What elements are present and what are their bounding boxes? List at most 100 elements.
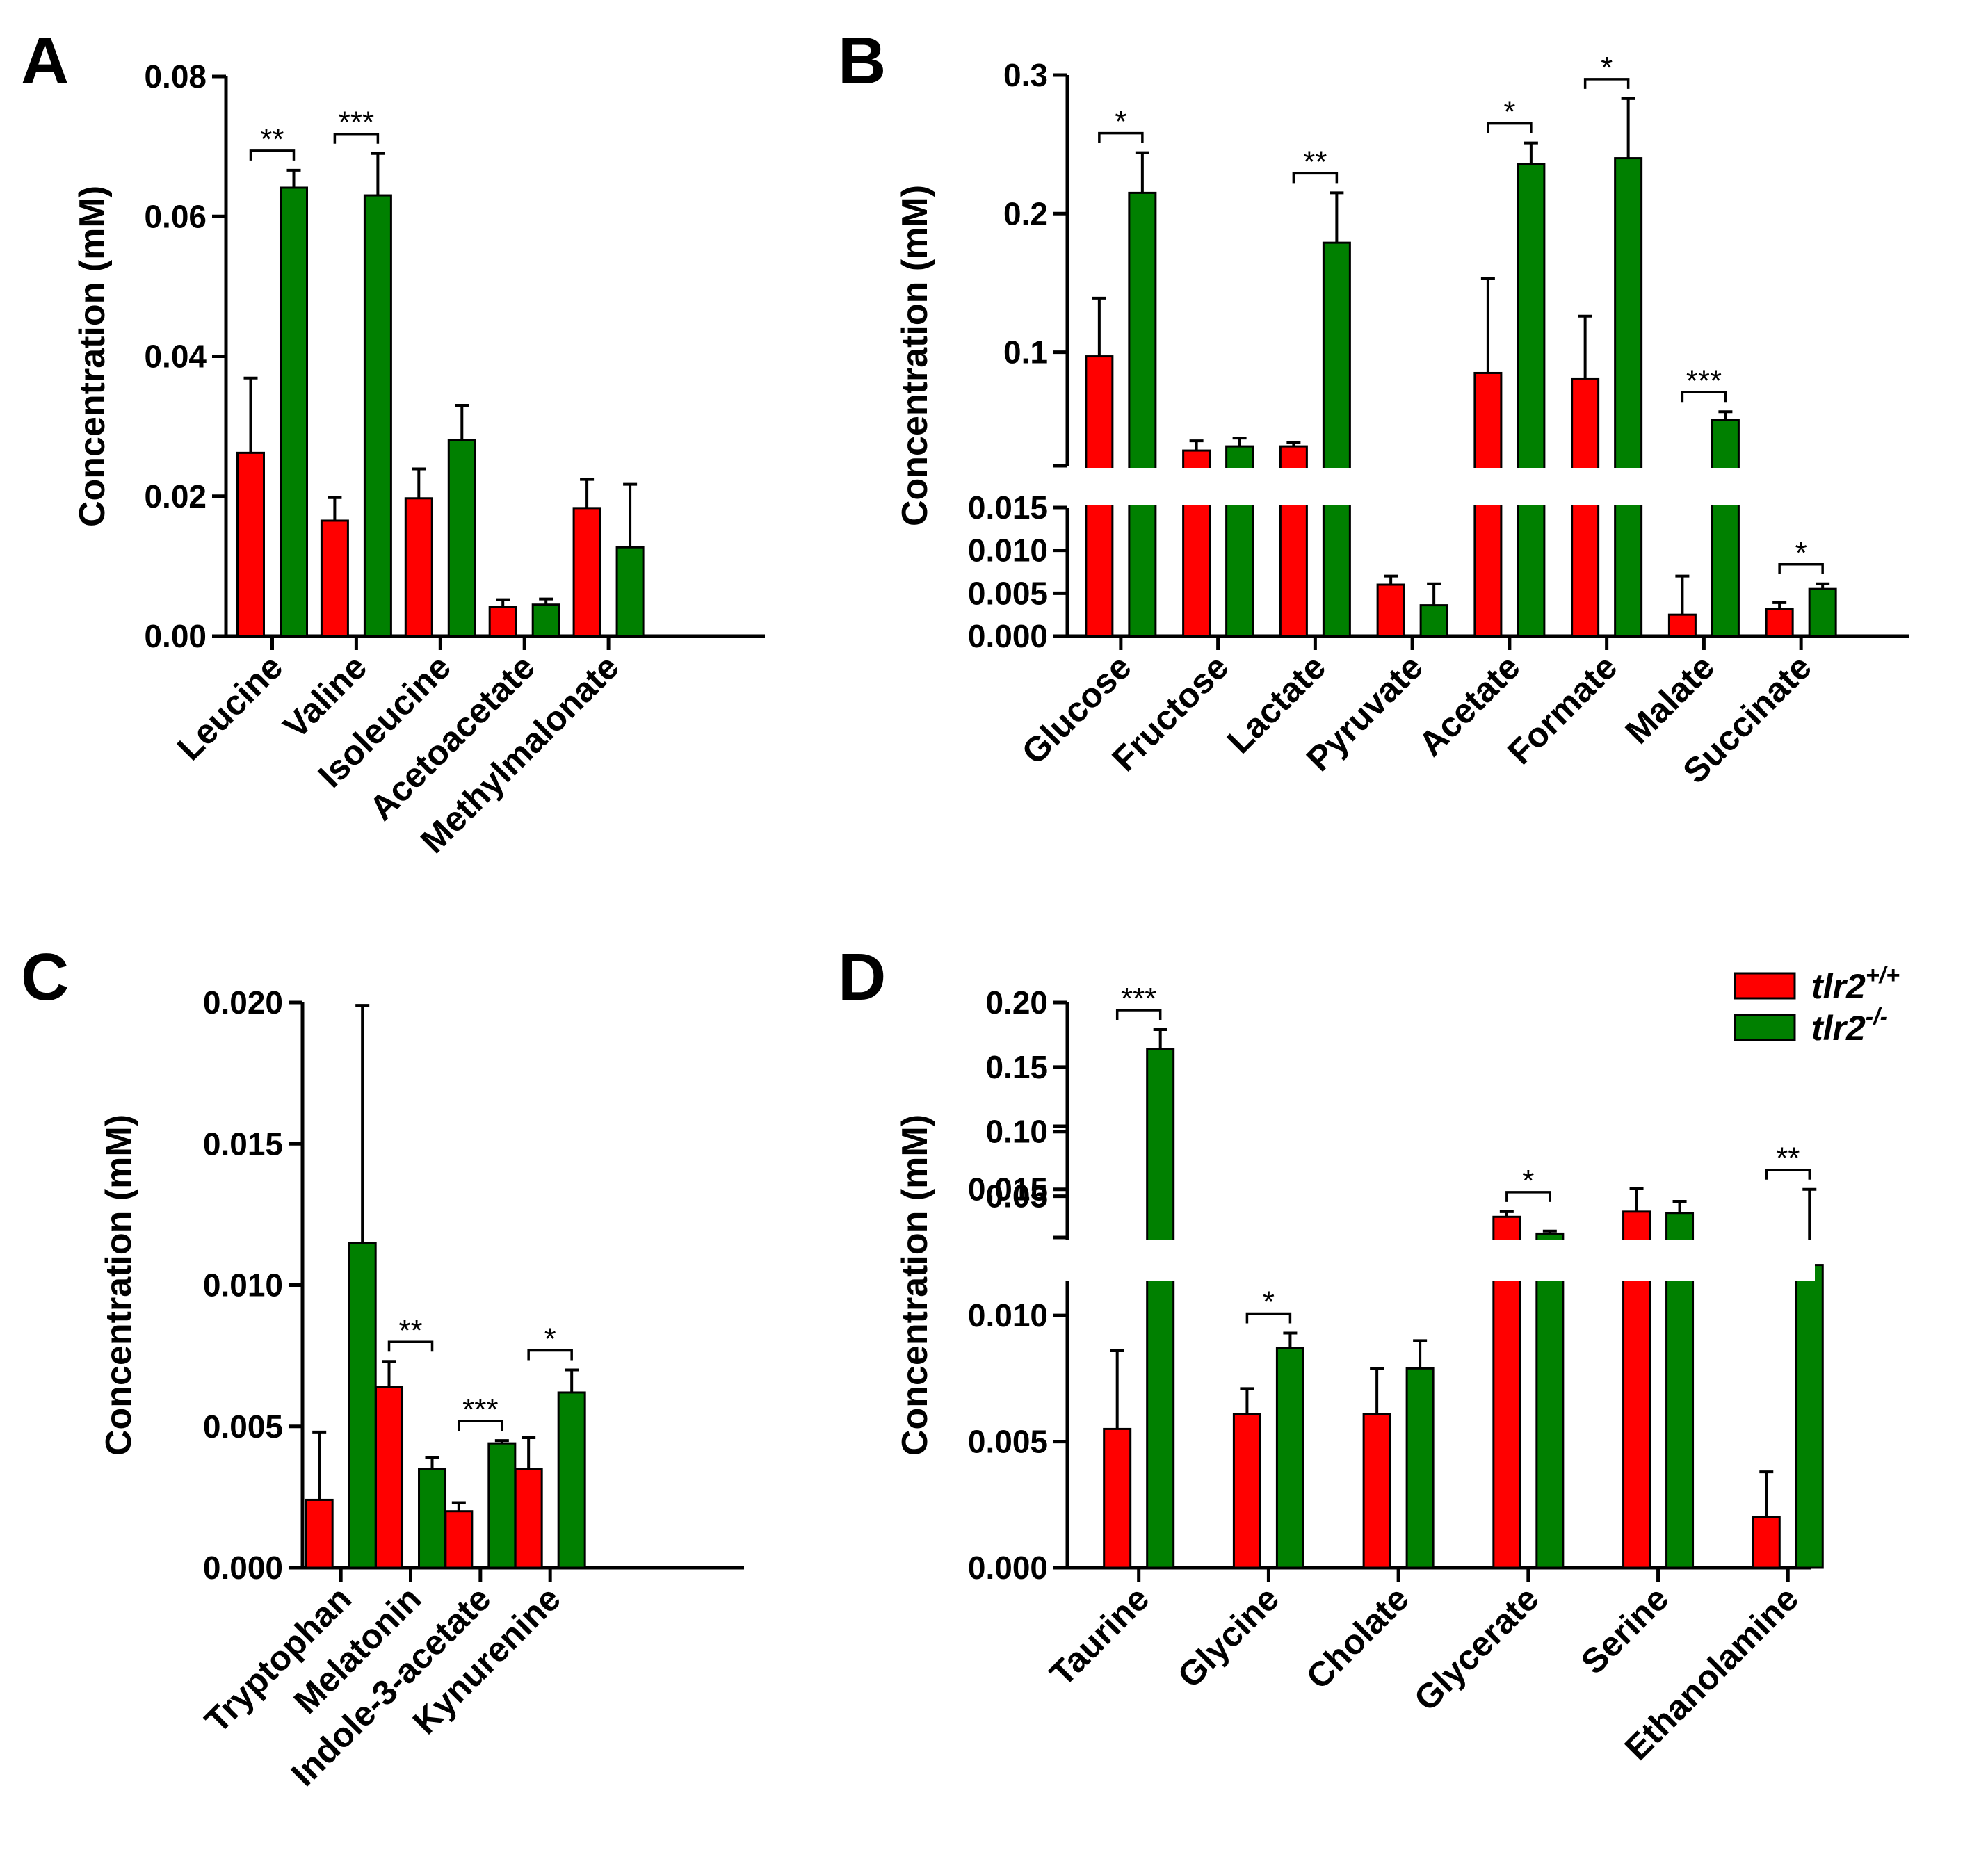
bar <box>1146 1048 1175 1569</box>
bar <box>1808 587 1837 638</box>
bar <box>1795 1264 1824 1569</box>
y-tick-label: 0.000 <box>968 618 1048 654</box>
y-tick-label: 0.015 <box>203 1126 283 1162</box>
significance-bracket <box>333 132 380 144</box>
x-tick-label: Cholate <box>1299 1579 1416 1696</box>
panel-letter: B <box>838 24 886 98</box>
significance-bracket <box>527 1349 573 1361</box>
y-tick-label: 0.20 <box>985 984 1048 1021</box>
y-tick-label: 0.020 <box>203 984 283 1021</box>
significance-label: ** <box>398 1313 422 1347</box>
bar <box>1322 241 1351 638</box>
x-tick-label: Taurine <box>1042 1579 1157 1694</box>
panel-letter: A <box>21 24 69 98</box>
y-tick-label: 0.015 <box>968 489 1048 526</box>
x-tick-label: Serine <box>1574 1579 1676 1682</box>
significance-label: * <box>1115 105 1126 139</box>
legend-swatch <box>1734 972 1796 1000</box>
significance-label: *** <box>1686 364 1722 398</box>
bar <box>363 194 392 638</box>
panel-letter: D <box>838 940 886 1014</box>
significance-bracket <box>1292 172 1339 184</box>
significance-bracket <box>1245 1312 1292 1324</box>
bar <box>514 1468 543 1569</box>
y-tick-label: 0.005 <box>968 1424 1048 1460</box>
significance-bracket <box>1098 131 1144 143</box>
axis-break-gap <box>1050 1240 1815 1281</box>
y-tick-label: 0.10 <box>985 1114 1048 1150</box>
significance-label: * <box>1601 51 1613 85</box>
panel-c: C Concentration (mM) 0.000 0.005 0.010 0.015 0… <box>21 940 744 1794</box>
axis-break-gap <box>1050 468 1912 505</box>
legend-label: tlr2-/- <box>1811 1004 1888 1048</box>
x-tick-label: Glycerate <box>1407 1579 1546 1719</box>
bar <box>236 451 265 638</box>
bar <box>1376 583 1405 638</box>
significance-label: * <box>1522 1164 1534 1198</box>
y-axis-label: Concentration (mM) <box>72 186 113 527</box>
significance-label: *** <box>1121 982 1156 1016</box>
bar <box>1362 1413 1391 1569</box>
bar <box>1571 377 1600 638</box>
bar <box>1103 1427 1132 1569</box>
y-tick-label: 0.04 <box>144 339 207 375</box>
bar <box>444 1510 474 1569</box>
y-tick-label: 0.015 <box>968 1171 1048 1208</box>
bar <box>1128 191 1157 638</box>
bar <box>488 606 517 638</box>
significance-bracket <box>1765 1168 1811 1180</box>
bar <box>572 507 601 638</box>
bar <box>1232 1413 1261 1569</box>
y-tick-label: 0.000 <box>968 1550 1048 1586</box>
y-tick-label: 0.010 <box>968 1297 1048 1333</box>
x-tick-label: Leucine <box>170 647 290 768</box>
y-tick-label: 0.15 <box>985 1049 1048 1085</box>
y-axis-label: Concentration (mM) <box>99 1114 139 1456</box>
bar <box>348 1242 377 1569</box>
y-tick-label: 0.08 <box>144 58 207 95</box>
significance-bracket <box>387 1340 434 1352</box>
bar <box>320 519 349 638</box>
legend-label: tlr2+/+ <box>1811 962 1900 1006</box>
bar <box>1711 419 1740 638</box>
y-tick-label: 0.02 <box>144 478 207 514</box>
bar <box>1419 604 1448 638</box>
significance-bracket <box>1681 391 1727 403</box>
y-axis-label: Concentration (mM) <box>895 1114 935 1456</box>
y-tick-label: 0.2 <box>1003 195 1048 232</box>
x-tick-label: Glycine <box>1170 1579 1286 1695</box>
bar <box>279 186 308 638</box>
significance-label: * <box>1795 536 1807 570</box>
panel-letter: C <box>21 940 69 1014</box>
y-tick-label: 0.05 <box>985 1178 1048 1215</box>
bar <box>557 1391 586 1569</box>
y-tick-label: 0.010 <box>203 1267 283 1304</box>
bar <box>1765 608 1794 638</box>
significance-bracket <box>249 149 296 161</box>
bar <box>487 1442 517 1569</box>
y-tick-label: 0.06 <box>144 198 207 234</box>
significance-label: * <box>1263 1285 1275 1320</box>
legend: tlr2+/+tlr2-/- <box>1734 962 1900 1048</box>
y-tick-label: 0.000 <box>203 1550 283 1586</box>
bar <box>1517 163 1546 638</box>
significance-label: ** <box>1776 1142 1800 1176</box>
panel-b: B Concentration (mM) 0.000 0.005 0.010 0.015 0… <box>838 24 1912 791</box>
y-tick-label: 0.005 <box>203 1409 283 1445</box>
significance-bracket <box>1505 1191 1551 1202</box>
bar <box>418 1468 447 1569</box>
significance-bracket <box>1115 1009 1162 1020</box>
bar <box>447 439 476 638</box>
y-axis-label: Concentration (mM) <box>895 185 935 526</box>
bar <box>531 603 560 638</box>
bar <box>1405 1367 1435 1569</box>
significance-label: * <box>544 1322 556 1356</box>
significance-label: ** <box>1303 145 1327 179</box>
significance-label: *** <box>462 1393 498 1427</box>
significance-bracket <box>1778 563 1824 574</box>
x-tick-label: Formate <box>1500 647 1624 772</box>
y-tick-label: 0.3 <box>1003 57 1048 93</box>
bar <box>1535 1232 1565 1569</box>
y-tick-label: 0.010 <box>968 533 1048 569</box>
